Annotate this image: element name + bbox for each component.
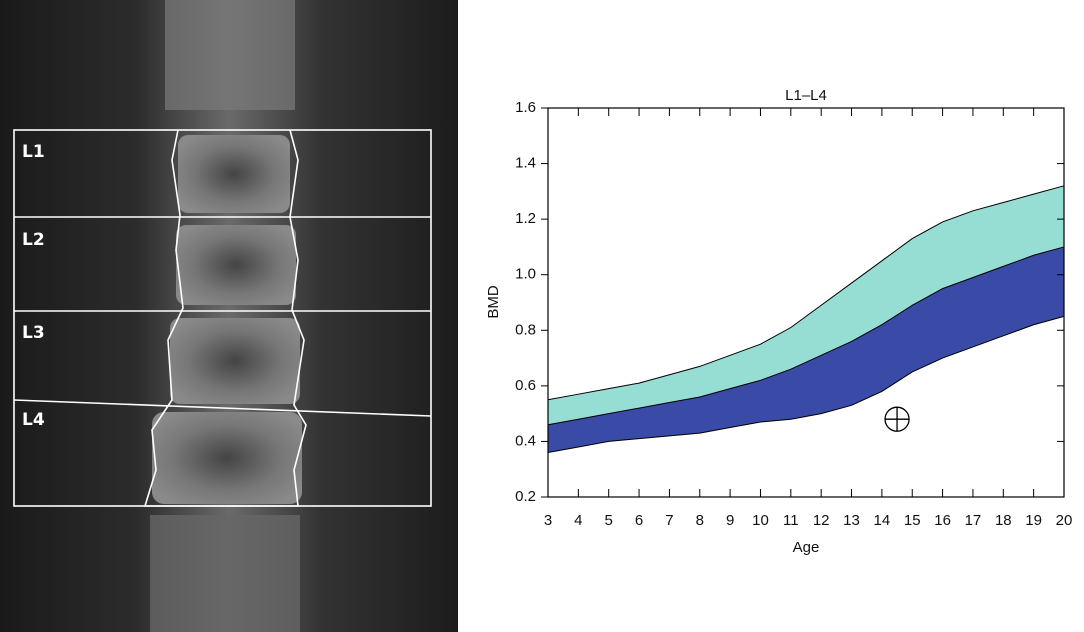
y-tick-label: 0.8 — [515, 321, 536, 338]
x-tick-label: 8 — [696, 512, 704, 529]
x-tick-label: 7 — [665, 512, 673, 529]
vertebra — [178, 135, 290, 213]
y-tick-label: 1.6 — [515, 99, 536, 116]
vertebra — [176, 225, 296, 305]
vertebra-label: L4 — [22, 410, 45, 430]
vertebra — [170, 318, 300, 404]
x-tick-label: 6 — [635, 512, 643, 529]
x-tick-label: 15 — [904, 512, 921, 529]
y-tick-label: 1.0 — [515, 266, 536, 283]
y-tick-label: 0.2 — [515, 488, 536, 505]
vertebra-label: L2 — [22, 230, 45, 250]
page: L1 L2 L3 L4 L1–L4 Age BMD 0.2 0.4 0.6 0.8 1.… — [0, 0, 1084, 632]
x-tick-label: 18 — [995, 512, 1012, 529]
x-tick-label: 13 — [843, 512, 860, 529]
x-tick-label: 19 — [1025, 512, 1042, 529]
vertebra — [152, 412, 302, 504]
x-tick-label: 3 — [544, 512, 552, 529]
x-tick-label: 16 — [934, 512, 951, 529]
y-tick-label: 1.4 — [515, 155, 536, 172]
x-tick-label: 12 — [813, 512, 830, 529]
y-tick-label: 0.6 — [515, 377, 536, 394]
y-tick-label: 1.2 — [515, 210, 536, 227]
chart: L1–L4 Age BMD 0.2 0.4 0.6 0.8 1.0 1.2 1.4 1.6 3 4… — [484, 0, 1084, 632]
y-tick-label: 0.4 — [515, 432, 536, 449]
x-axis-label: Age — [793, 539, 820, 556]
x-tick-label: 10 — [752, 512, 769, 529]
chart-title: L1–L4 — [785, 87, 827, 104]
patient-marker — [885, 407, 909, 431]
vertebra — [150, 515, 300, 632]
y-axis-label: BMD — [485, 285, 502, 319]
x-tick-label: 17 — [965, 512, 982, 529]
x-tick-label: 4 — [574, 512, 582, 529]
vertebra-label: L3 — [22, 323, 45, 343]
x-tick-label: 9 — [726, 512, 734, 529]
x-tick-label: 20 — [1056, 512, 1073, 529]
vertebra-label: L1 — [22, 142, 45, 162]
spine-image: L1 L2 L3 L4 — [0, 0, 458, 632]
x-tick-label: 11 — [783, 512, 799, 529]
x-tick-label: 5 — [605, 512, 613, 529]
x-tick-label: 14 — [874, 512, 891, 529]
vertebra — [165, 0, 295, 110]
